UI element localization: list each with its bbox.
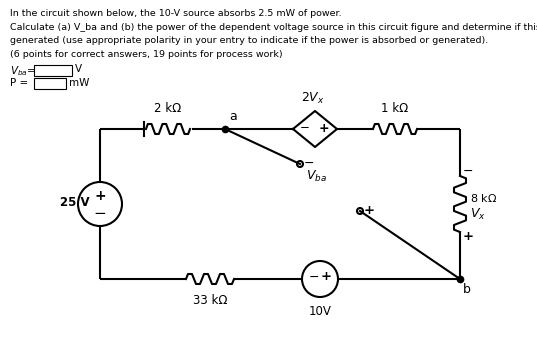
Text: +: + <box>321 271 331 283</box>
Bar <box>34 65 72 76</box>
Text: P =: P = <box>10 78 28 88</box>
Text: generated (use appropriate polarity in your entry to indicate if the power is ab: generated (use appropriate polarity in y… <box>10 36 488 45</box>
Text: $V_{ba}$=: $V_{ba}$= <box>10 64 36 78</box>
Text: 2 kΩ: 2 kΩ <box>154 102 182 115</box>
Text: $V_{ba}$: $V_{ba}$ <box>306 169 327 184</box>
Text: b: b <box>463 283 471 296</box>
Text: 1 kΩ: 1 kΩ <box>381 102 409 115</box>
Text: −: − <box>93 205 106 220</box>
Text: +: + <box>318 121 329 135</box>
Text: $8\ \mathrm{k\Omega}$: $8\ \mathrm{k\Omega}$ <box>470 192 497 204</box>
Text: −: − <box>304 157 315 170</box>
Text: +: + <box>463 231 474 243</box>
Text: In the circuit shown below, the 10-V source absorbs 2.5 mW of power.: In the circuit shown below, the 10-V sou… <box>10 9 342 18</box>
Text: V: V <box>75 64 82 74</box>
Text: $2V_x$: $2V_x$ <box>301 91 325 106</box>
Circle shape <box>297 161 303 167</box>
Text: −: − <box>309 271 320 283</box>
Text: Calculate (a) V_ba and (b) the power of the dependent voltage source in this cir: Calculate (a) V_ba and (b) the power of … <box>10 23 537 32</box>
Bar <box>34 78 66 89</box>
Text: a: a <box>229 110 237 123</box>
Text: 33 kΩ: 33 kΩ <box>193 294 227 307</box>
Text: −: − <box>300 121 310 135</box>
Text: −: − <box>463 164 474 178</box>
Text: +: + <box>94 189 106 203</box>
Text: (6 points for correct answers, 19 points for process work): (6 points for correct answers, 19 points… <box>10 50 282 59</box>
Text: mW: mW <box>69 78 89 88</box>
Text: +: + <box>364 203 375 217</box>
Text: 25 V: 25 V <box>60 196 90 208</box>
Text: 10V: 10V <box>309 305 331 318</box>
Text: $V_x$: $V_x$ <box>470 206 486 222</box>
Circle shape <box>357 208 363 214</box>
